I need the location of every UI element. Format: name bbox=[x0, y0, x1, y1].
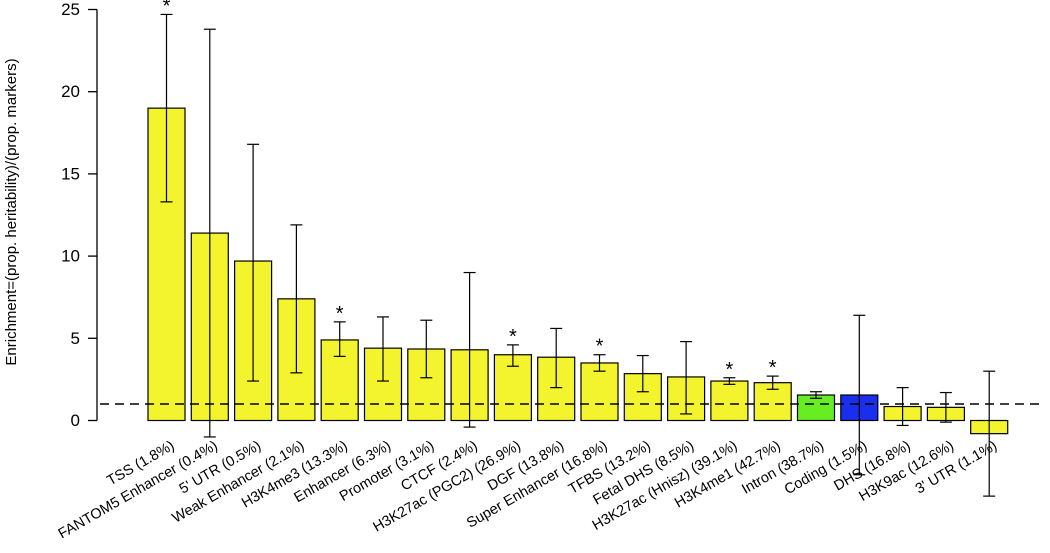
significance-markers: * * * * * * bbox=[163, 0, 777, 381]
y-tick-label: 20 bbox=[61, 82, 80, 101]
bar bbox=[710, 380, 749, 422]
category-labels: TSS (1.8%)FANTOM5 Enhancer (0.4%)5' UTR … bbox=[56, 438, 1000, 542]
significance-star: * bbox=[336, 303, 344, 325]
y-tick-label: 10 bbox=[61, 247, 80, 266]
y-tick-label: 5 bbox=[71, 329, 80, 348]
y-tick-label: 15 bbox=[61, 164, 80, 183]
y-tick-label: 0 bbox=[71, 411, 80, 430]
bar bbox=[796, 394, 836, 422]
bar bbox=[407, 348, 446, 422]
error-bars-group bbox=[160, 13, 996, 497]
y-tick-label: 25 bbox=[61, 0, 80, 19]
significance-star: * bbox=[769, 357, 777, 379]
bar bbox=[580, 362, 619, 422]
y-axis-label: Enrichment=(prop. heritability)/(prop. m… bbox=[3, 58, 20, 365]
significance-star: * bbox=[163, 0, 171, 17]
y-axis: 0 5 10 15 20 25 bbox=[61, 0, 98, 430]
significance-star: * bbox=[509, 326, 517, 348]
bars-group bbox=[147, 107, 1009, 435]
significance-star: * bbox=[596, 336, 604, 358]
significance-star: * bbox=[726, 359, 734, 381]
